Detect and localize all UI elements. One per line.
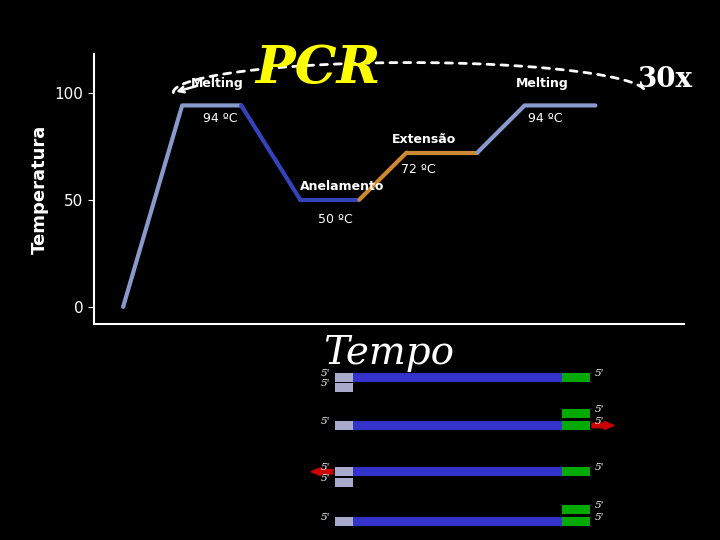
Text: 30x: 30x [636,66,692,93]
Bar [562,421,590,430]
Bar [353,421,562,430]
Text: 5': 5' [595,501,605,510]
Text: 5': 5' [595,463,605,472]
Text: 50 ºC: 50 ºC [318,213,353,226]
Text: 5': 5' [595,369,605,377]
Text: 5': 5' [320,417,330,426]
Bar [335,383,353,392]
Text: 5': 5' [595,405,605,414]
Text: Melting: Melting [191,77,244,90]
Bar [562,409,590,418]
Bar [353,373,562,382]
Text: 5': 5' [595,514,605,522]
Bar [562,517,590,526]
Bar [335,478,353,487]
Text: Tempo: Tempo [323,335,454,372]
Text: 5': 5' [320,369,330,377]
Bar [335,421,353,430]
Bar [335,467,353,476]
FancyArrow shape [592,421,614,429]
Text: 5': 5' [320,379,330,388]
Y-axis label: Temperatura: Temperatura [31,124,49,254]
Bar [562,467,590,476]
Text: 5': 5' [320,514,330,522]
Text: 5': 5' [595,417,605,426]
Bar [353,517,562,526]
Bar [562,505,590,515]
Text: PCR: PCR [255,44,381,94]
Bar [562,373,590,382]
Bar [335,373,353,382]
Bar [335,517,353,526]
Bar [353,467,562,476]
Text: 94 ºC: 94 ºC [203,112,238,125]
Text: 5': 5' [320,474,330,483]
Text: 72 ºC: 72 ºC [400,163,435,176]
Text: Extensão: Extensão [392,133,456,146]
Text: Melting: Melting [516,77,569,90]
FancyArrow shape [311,468,333,476]
Text: 94 ºC: 94 ºC [528,112,562,125]
Text: 5': 5' [320,463,330,472]
Text: Anelamento: Anelamento [300,180,384,193]
